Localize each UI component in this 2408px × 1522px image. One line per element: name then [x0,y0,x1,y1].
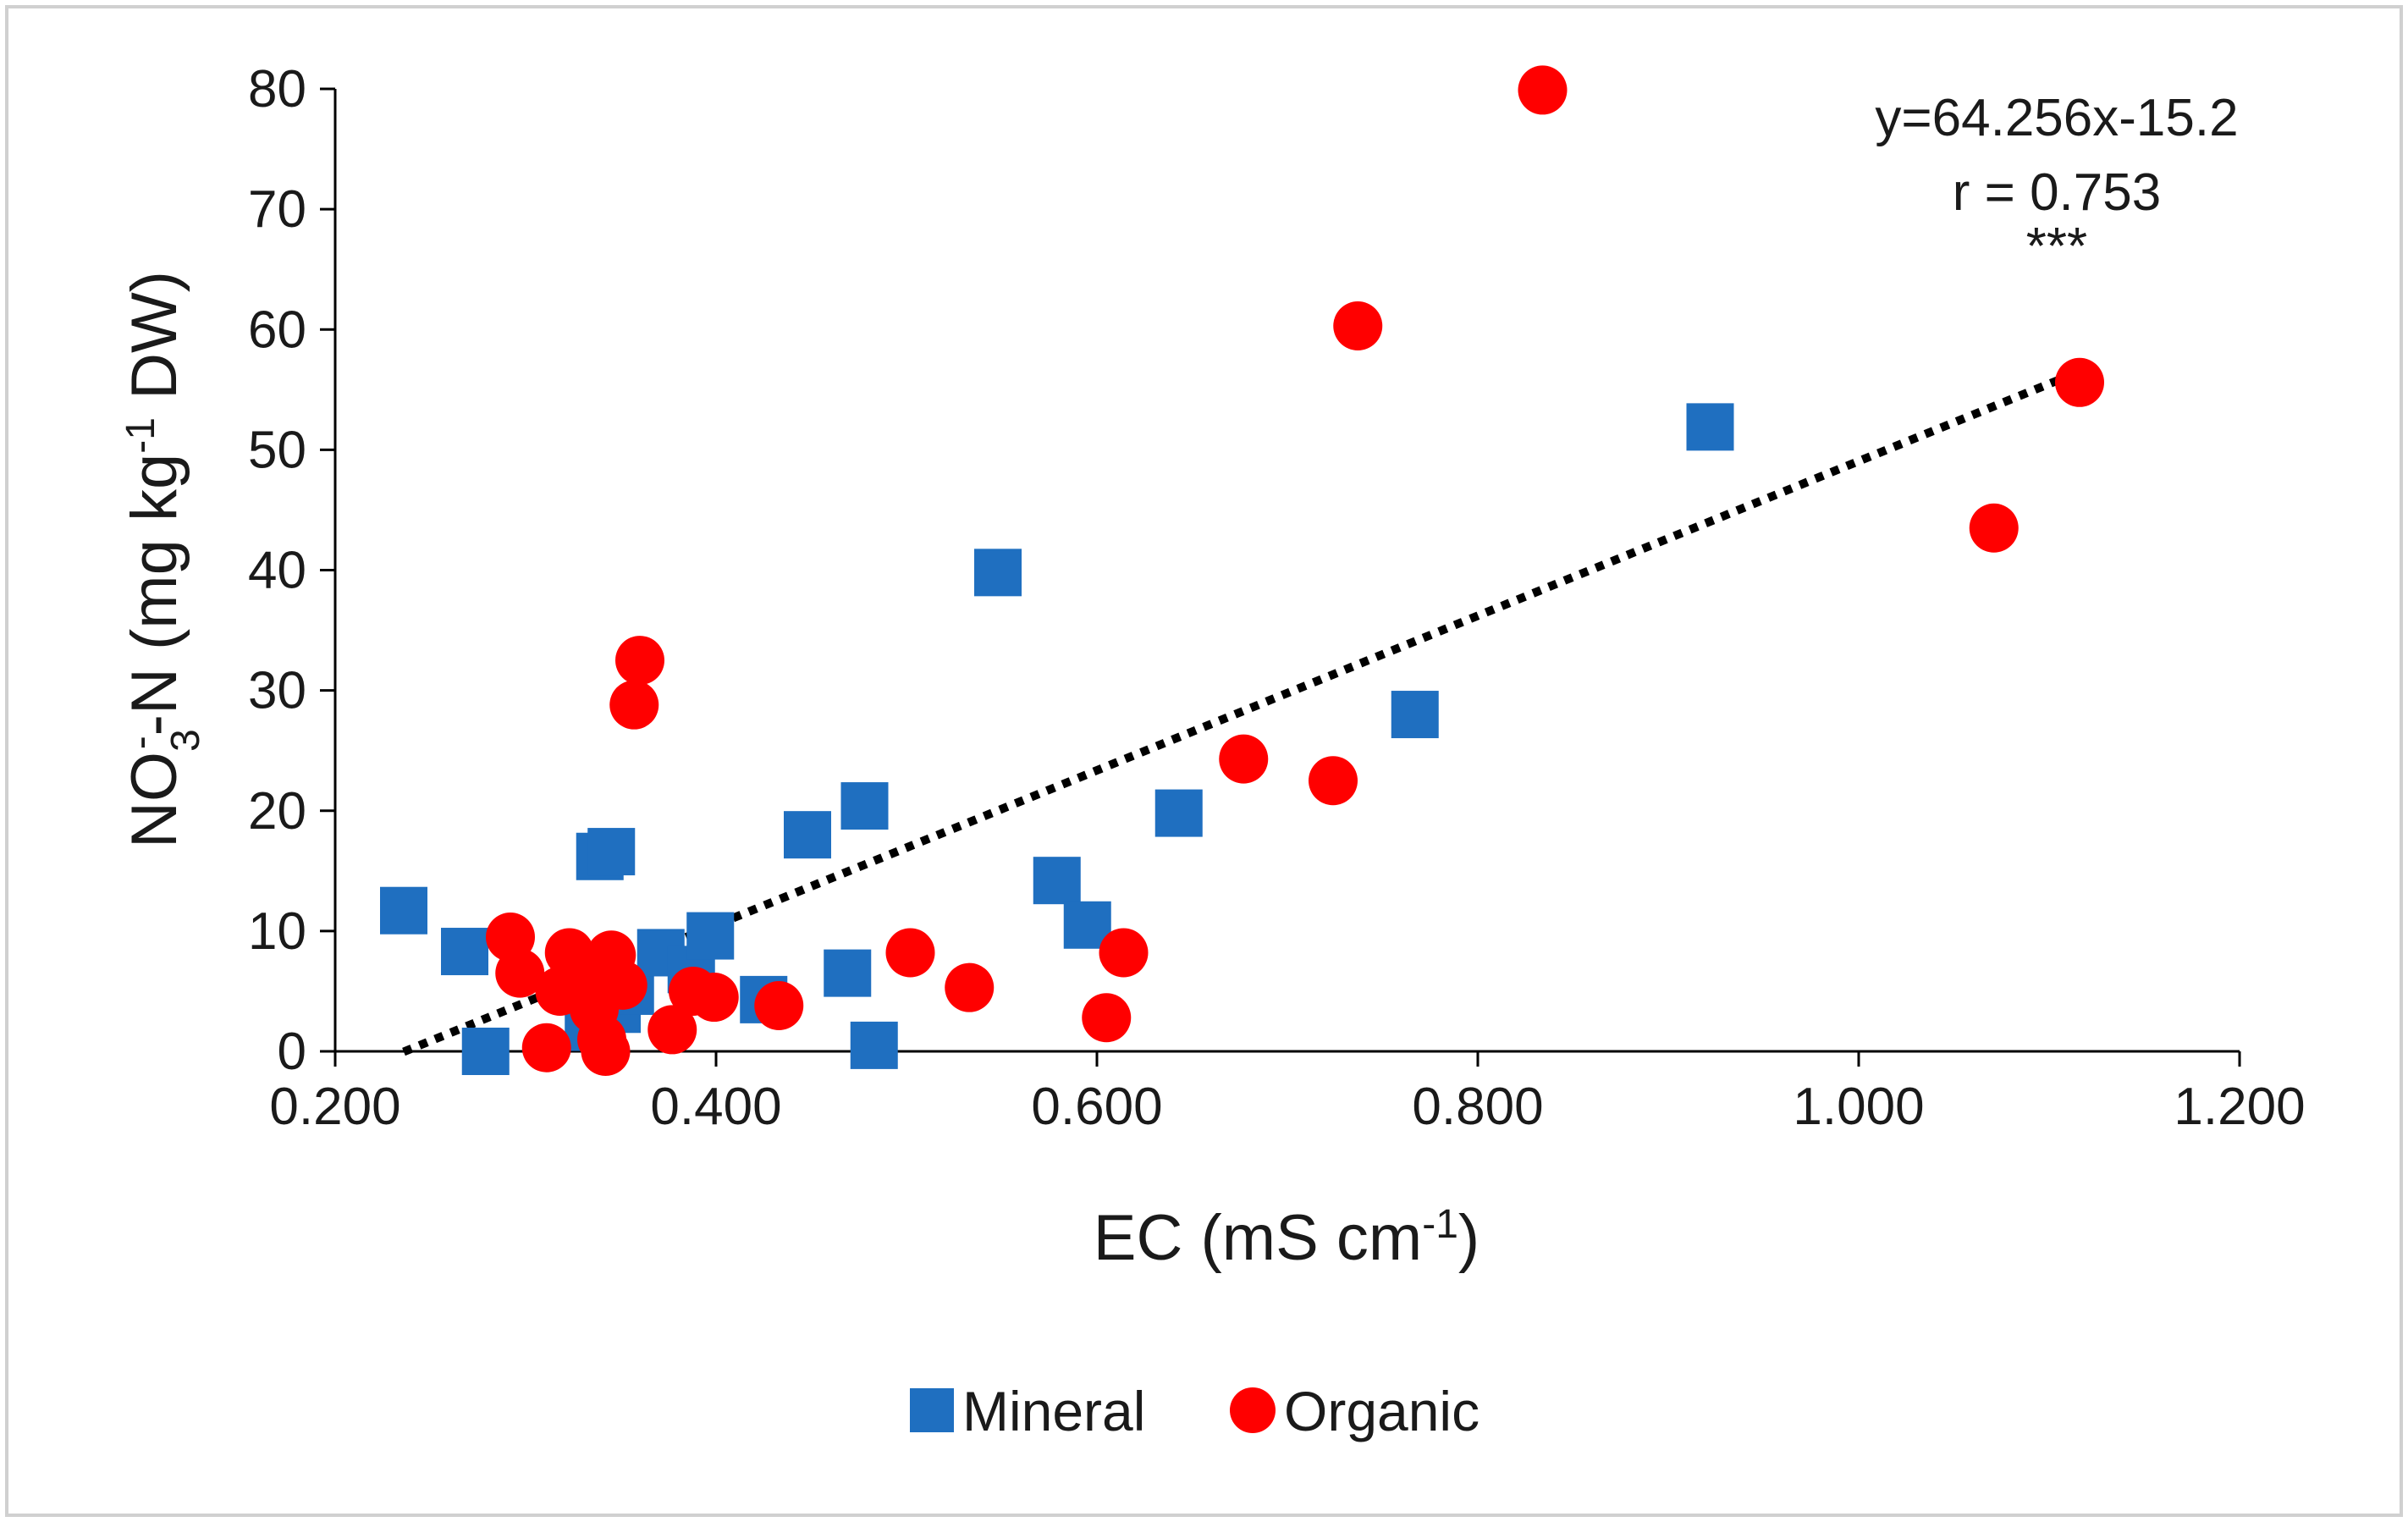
organic-point [1969,503,2019,553]
y-tick-label: 30 [248,662,306,720]
correlation-coefficient: r = 0.753 [1953,163,2161,222]
organic-point [689,973,739,1023]
organic-point [1082,993,1132,1043]
mineral-point [686,912,735,960]
x-axis-title: EC (mS cm-1) [1094,1202,1480,1275]
organic-point [885,928,935,978]
legend-mineral-swatch [910,1388,954,1432]
legend: Mineral Organic [910,1380,1480,1442]
organic-point [609,680,659,730]
mineral-point [461,1028,510,1075]
x-tick-label: 0.400 [650,1078,781,1136]
mineral-point [1033,857,1081,905]
organic-point [2055,357,2104,407]
mineral-point [850,1021,898,1069]
y-axis-title: NO3--N (mg kg-1 DW) [118,271,208,848]
organic-point [1333,301,1383,350]
y-tick-label: 80 [248,60,306,119]
trendline-line [402,367,2081,1056]
organic-point [945,962,995,1012]
legend-mineral-label: Mineral [962,1380,1145,1442]
mineral-point [441,928,488,976]
y-tick-label: 20 [248,782,306,841]
x-tick-label: 0.800 [1412,1078,1543,1136]
regression-equation: y=64.256x-15.2 [1875,89,2238,147]
mineral-point [587,828,636,876]
organic-point [598,960,647,1010]
legend-organic-label: Organic [1284,1380,1480,1442]
mineral-point [1686,403,1734,451]
x-tick-label: 0.200 [269,1078,400,1136]
axes: 0 10 20 30 40 50 60 70 80 0.200 0.400 0.600 0.800 1.0… [248,60,2306,1136]
series-organic [486,65,2104,1076]
organic-point [521,1023,571,1073]
organic-point [754,980,804,1030]
x-tick-label: 1.000 [1793,1078,1924,1136]
mineral-point [840,782,889,830]
mineral-point [824,949,872,997]
y-tick-label: 70 [248,180,306,239]
organic-point [647,1005,697,1055]
mineral-point [1391,691,1439,739]
mineral-point [974,549,1022,597]
trendline [402,367,2081,1056]
mineral-point [784,811,831,859]
legend-organic-swatch [1230,1387,1276,1433]
y-tick-label: 40 [248,542,306,600]
x-tick-label: 0.600 [1031,1078,1162,1136]
mineral-point [380,886,427,935]
mineral-point [1154,789,1203,837]
y-tick-label: 50 [248,421,306,479]
organic-point [615,636,664,686]
chart-border [5,5,2403,1517]
organic-point [1518,65,1568,115]
y-tick-label: 10 [248,902,306,961]
organic-point [581,1027,631,1076]
organic-point [1099,928,1149,978]
y-tick-label: 0 [278,1023,306,1081]
significance-stars: *** [2026,218,2087,276]
organic-point [1309,756,1358,806]
y-tick-label: 60 [248,301,306,359]
organic-point [1219,734,1269,784]
x-tick-label: 1.200 [2174,1078,2305,1136]
organic-point [495,948,545,998]
